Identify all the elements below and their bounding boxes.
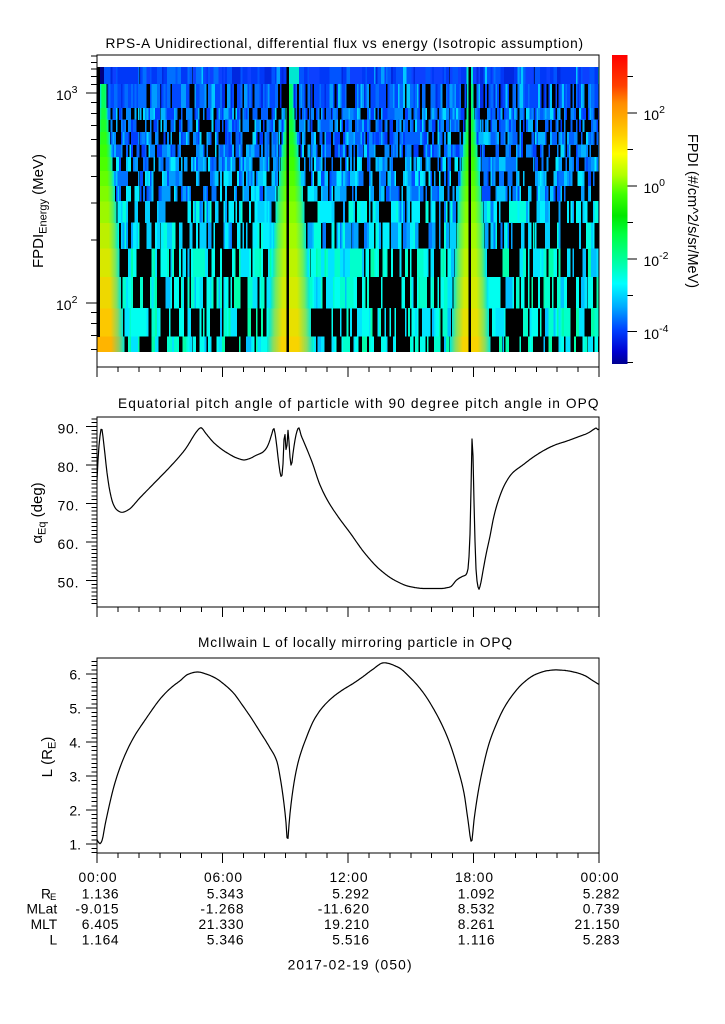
- svg-text:McIlwain L of locally mirrorin: McIlwain L of locally mirroring particle…: [198, 635, 512, 650]
- svg-text:1.116: 1.116: [458, 933, 495, 948]
- svg-text:12:00: 12:00: [329, 870, 367, 885]
- svg-text:MLT: MLT: [31, 917, 58, 932]
- svg-text:E: E: [50, 892, 56, 903]
- svg-text:5.282: 5.282: [583, 886, 620, 901]
- svg-text:6.405: 6.405: [82, 917, 119, 932]
- svg-text:3.: 3.: [69, 769, 81, 785]
- svg-text:5.516: 5.516: [332, 933, 369, 948]
- svg-text:1.092: 1.092: [458, 886, 495, 901]
- svg-text:MLat: MLat: [27, 902, 58, 917]
- svg-text:00:00: 00:00: [78, 870, 116, 885]
- svg-text:αEq (deg): αEq (deg): [29, 482, 49, 543]
- svg-text:-9.015: -9.015: [75, 902, 118, 917]
- svg-text:21.330: 21.330: [199, 917, 244, 932]
- svg-text:8.261: 8.261: [458, 917, 495, 932]
- svg-text:2017-02-19 (050): 2017-02-19 (050): [288, 958, 412, 973]
- svg-text:FPDIEnergy (MeV): FPDIEnergy (MeV): [30, 154, 50, 268]
- svg-text:L: L: [50, 933, 58, 948]
- svg-text:1.: 1.: [69, 837, 81, 853]
- svg-text:5.: 5.: [69, 701, 81, 717]
- svg-text:70.: 70.: [58, 497, 79, 513]
- svg-text:6.: 6.: [69, 667, 81, 683]
- svg-text:2.: 2.: [69, 803, 81, 819]
- svg-text:18:00: 18:00: [455, 870, 493, 885]
- svg-text:5.283: 5.283: [583, 933, 620, 948]
- svg-text:00:00: 00:00: [580, 870, 618, 885]
- svg-text:Equatorial pitch angle of part: Equatorial pitch angle of particle with …: [118, 396, 599, 411]
- svg-text:21.150: 21.150: [575, 917, 620, 932]
- svg-text:5.343: 5.343: [207, 886, 244, 901]
- svg-text:4.: 4.: [69, 735, 81, 751]
- svg-text:1.164: 1.164: [82, 933, 119, 948]
- svg-text:50.: 50.: [58, 574, 79, 590]
- svg-text:-1.268: -1.268: [200, 902, 243, 917]
- svg-text:1.136: 1.136: [82, 886, 119, 901]
- svg-text:RPS-A Unidirectional, differen: RPS-A Unidirectional, differential flux …: [106, 36, 584, 51]
- svg-text:-11.620: -11.620: [318, 902, 370, 917]
- svg-text:06:00: 06:00: [204, 870, 242, 885]
- svg-text:R: R: [41, 886, 51, 901]
- svg-text:90.: 90.: [58, 421, 79, 437]
- svg-text:5.292: 5.292: [332, 886, 369, 901]
- svg-text:FPDI (#/cm^2/s/sr/MeV): FPDI (#/cm^2/s/sr/MeV): [684, 134, 700, 288]
- svg-text:19.210: 19.210: [324, 917, 369, 932]
- svg-text:60.: 60.: [58, 536, 79, 552]
- svg-text:5.346: 5.346: [207, 933, 244, 948]
- svg-text:8.532: 8.532: [458, 902, 495, 917]
- svg-text:80.: 80.: [58, 459, 79, 475]
- svg-text:0.739: 0.739: [583, 902, 620, 917]
